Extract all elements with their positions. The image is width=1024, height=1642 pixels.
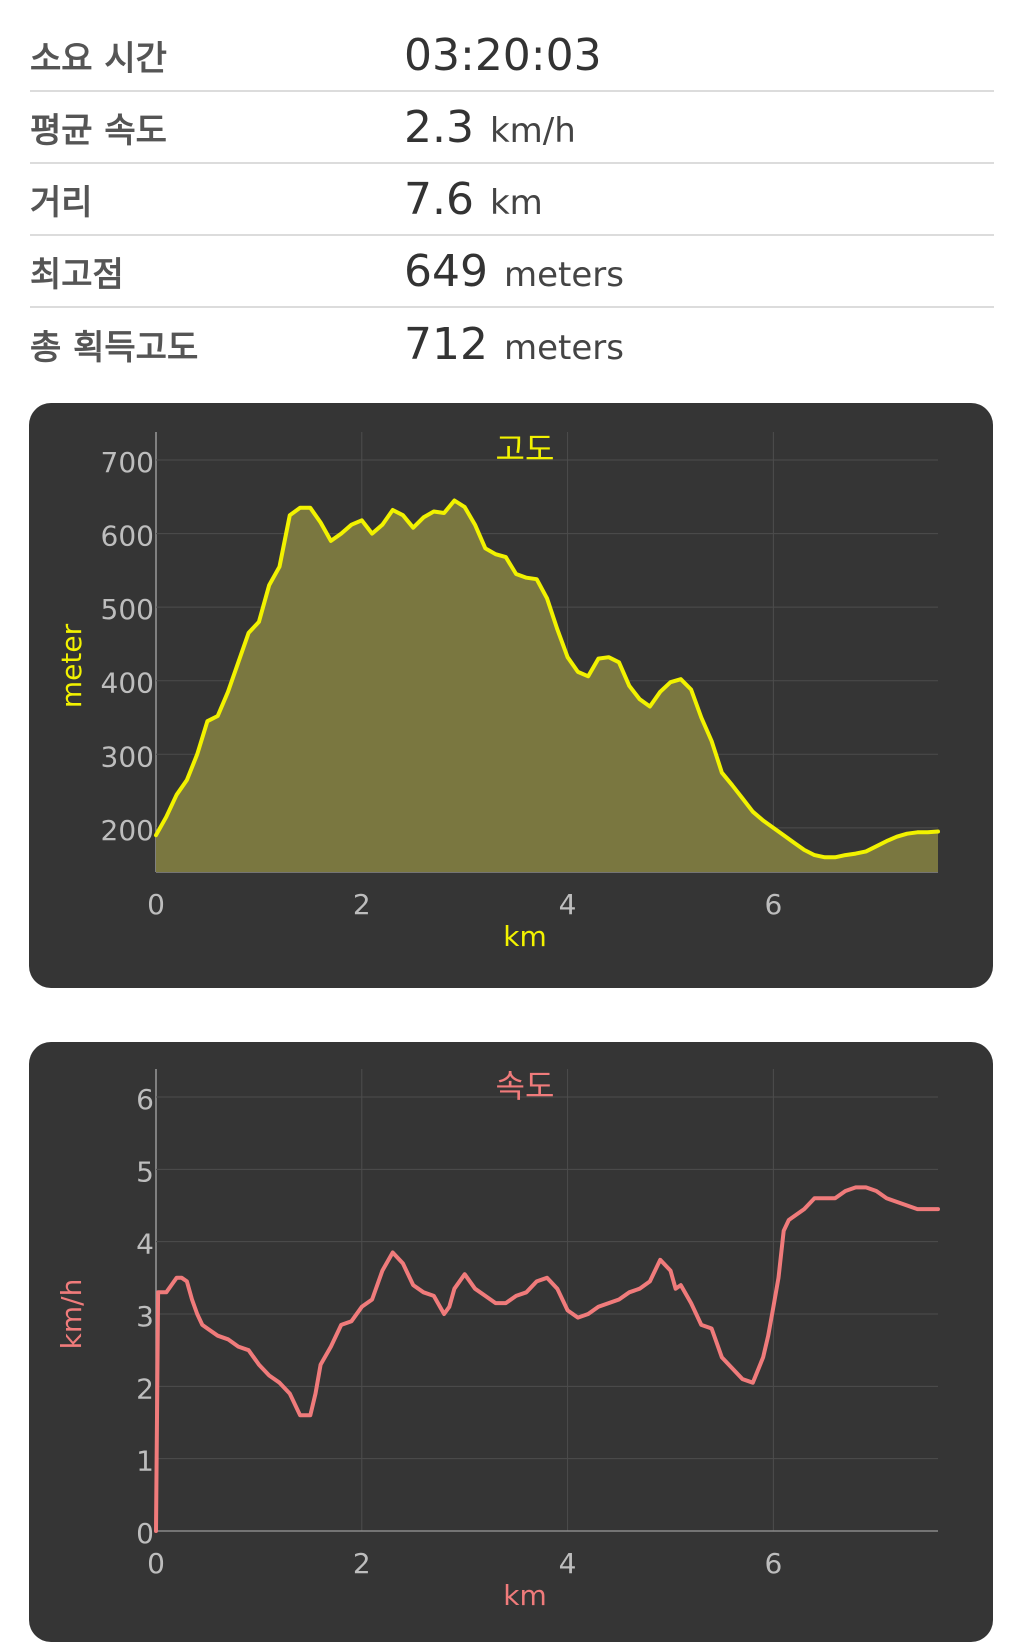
stat-label: 최고점 (30, 254, 124, 295)
y-tick-label: 600 (101, 520, 154, 553)
stat-row-max-elevation: 최고점 649 meters (30, 236, 994, 308)
stat-number: 712 (404, 318, 488, 370)
stat-label: 거리 (30, 182, 93, 223)
stat-row-duration: 소요 시간 03:20:03 (30, 20, 994, 92)
elevation-chart-card: 200 300 400 500 600 700 0 2 4 6 고도 km meter (29, 403, 993, 988)
y-axis-label: km/h (55, 1279, 88, 1350)
y-tick-label: 300 (101, 740, 154, 773)
y-tick-label: 1 (136, 1445, 154, 1478)
stat-label: 총 획득고도 (30, 327, 199, 368)
stat-unit: km (489, 182, 543, 223)
y-tick-label: 5 (136, 1155, 154, 1188)
x-tick-label: 4 (559, 888, 577, 921)
elevation-chart: 200 300 400 500 600 700 0 2 4 6 고도 km meter (55, 430, 940, 953)
speed-chart-card: 0 1 2 3 4 5 6 0 2 4 6 속도 km km/h (29, 1042, 993, 1642)
x-tick-label: 6 (764, 1547, 782, 1580)
stat-number: 7.6 (404, 173, 474, 225)
stat-number: 03:20:03 (404, 29, 602, 81)
stat-unit: km/h (489, 110, 576, 151)
stat-row-distance: 거리 7.6 km (30, 164, 994, 236)
x-axis-label: km (503, 1579, 547, 1612)
stat-value: 7.6 km (404, 174, 543, 225)
y-axis-label: meter (55, 623, 88, 708)
y-tick-label: 500 (101, 593, 154, 626)
stat-row-elevation-gain: 총 획득고도 712 meters (30, 308, 994, 380)
stat-unit: meters (503, 327, 624, 368)
series-line (154, 1185, 940, 1533)
chart-title: 고도 (496, 430, 555, 468)
y-tick-label: 700 (101, 446, 154, 479)
stat-value: 2.3 km/h (404, 102, 576, 153)
y-tick-label: 400 (101, 667, 154, 700)
x-tick-label: 2 (353, 888, 371, 921)
stat-unit: meters (503, 254, 624, 295)
stat-row-average-speed: 평균 속도 2.3 km/h (30, 92, 994, 164)
y-tick-label: 4 (136, 1228, 154, 1261)
stat-number: 2.3 (404, 101, 474, 153)
speed-chart: 0 1 2 3 4 5 6 0 2 4 6 속도 km km/h (55, 1067, 940, 1612)
x-tick-label: 6 (764, 888, 782, 921)
stat-value: 03:20:03 (404, 30, 602, 81)
stat-label: 소요 시간 (30, 38, 167, 79)
x-tick-label: 4 (559, 1547, 577, 1580)
stat-value: 712 meters (404, 319, 624, 370)
y-tick-label: 0 (136, 1517, 154, 1550)
y-tick-label: 200 (101, 814, 154, 847)
y-tick-label: 2 (136, 1372, 154, 1405)
stat-number: 649 (404, 245, 488, 297)
y-tick-label: 3 (136, 1300, 154, 1333)
x-tick-label: 2 (353, 1547, 371, 1580)
elevation-area-fill (156, 500, 938, 872)
stat-label: 평균 속도 (30, 110, 167, 151)
stats-table: 소요 시간 03:20:03 평균 속도 2.3 km/h 거리 7.6 km … (30, 20, 994, 380)
y-tick-label: 6 (136, 1083, 154, 1116)
x-axis-label: km (503, 920, 547, 953)
chart-title: 속도 (496, 1067, 555, 1105)
x-tick-label: 0 (147, 888, 165, 921)
x-tick-label: 0 (147, 1547, 165, 1580)
series-line (154, 498, 940, 860)
stat-value: 649 meters (404, 246, 624, 297)
